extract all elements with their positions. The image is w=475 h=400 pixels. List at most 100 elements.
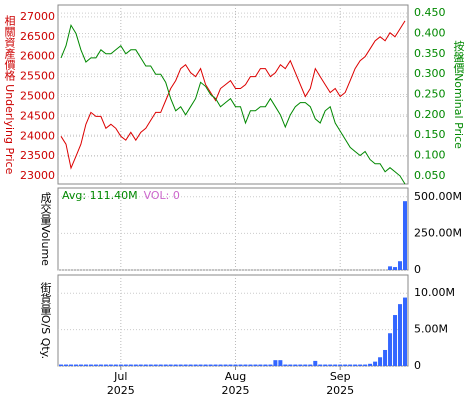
bar bbox=[208, 364, 213, 366]
bar bbox=[378, 357, 383, 366]
y-tick-label: 23000 bbox=[20, 169, 55, 182]
y-tick-label: 0.450 bbox=[414, 6, 446, 19]
bar bbox=[403, 297, 407, 366]
y-tick-label: 0.300 bbox=[414, 67, 446, 80]
bar bbox=[403, 201, 407, 270]
bar bbox=[368, 363, 373, 366]
bar bbox=[183, 364, 188, 366]
bar bbox=[348, 364, 353, 366]
y2-axis-title: 按盤價Nominal Price bbox=[452, 39, 465, 149]
bar bbox=[63, 364, 68, 366]
bar bbox=[398, 304, 403, 366]
x-tick-label: Jul bbox=[113, 370, 127, 383]
x-tick-label: 2025 bbox=[326, 384, 354, 397]
bar bbox=[278, 360, 283, 366]
bar bbox=[223, 364, 228, 366]
y-tick-label: 25000 bbox=[20, 89, 55, 102]
x-tick-label: Sep bbox=[330, 370, 351, 383]
bar bbox=[383, 349, 388, 366]
bar bbox=[318, 364, 323, 366]
bar bbox=[193, 364, 198, 366]
bar bbox=[163, 364, 168, 366]
bar bbox=[313, 360, 318, 366]
bar bbox=[353, 364, 358, 366]
bar bbox=[288, 364, 293, 366]
bar bbox=[108, 364, 113, 366]
bar bbox=[103, 364, 108, 366]
annotation: Avg: 111.40M bbox=[62, 189, 138, 202]
y-tick-label: 5.00M bbox=[414, 323, 448, 336]
y-tick-label: 250.00M bbox=[414, 226, 462, 239]
bar bbox=[68, 364, 73, 366]
bar bbox=[293, 364, 298, 366]
line bbox=[60, 20, 406, 170]
y-tick-label: 26500 bbox=[20, 30, 55, 43]
bar bbox=[198, 364, 203, 366]
bar bbox=[158, 364, 163, 366]
x-tick-label: 2025 bbox=[221, 384, 249, 397]
bar bbox=[173, 364, 178, 366]
y-tick-label: 26000 bbox=[20, 50, 55, 63]
bar bbox=[248, 364, 253, 366]
bar bbox=[98, 364, 103, 366]
bar bbox=[258, 364, 263, 366]
bar bbox=[263, 364, 268, 366]
y-axis-title: 街貨量O/S Qty. bbox=[39, 281, 52, 360]
y-tick-label: 0.350 bbox=[414, 47, 446, 60]
y-tick-label: 0 bbox=[414, 263, 421, 276]
bar bbox=[123, 364, 128, 366]
y-axis-title: 相關資產價格 Underlying Price bbox=[3, 14, 16, 174]
y-tick-label: 500.00M bbox=[414, 190, 462, 203]
bar bbox=[59, 364, 63, 366]
bar bbox=[388, 266, 393, 270]
bar bbox=[203, 364, 208, 366]
bar bbox=[338, 364, 343, 366]
bar bbox=[268, 364, 273, 366]
bar bbox=[178, 364, 183, 366]
bar bbox=[323, 364, 328, 366]
x-tick-label: Aug bbox=[225, 370, 246, 383]
y-tick-label: 0.250 bbox=[414, 88, 446, 101]
bar bbox=[303, 364, 308, 366]
bar bbox=[83, 364, 88, 366]
x-tick-label: 2025 bbox=[107, 384, 135, 397]
y-tick-label: 0 bbox=[414, 359, 421, 372]
y-tick-label: 0.200 bbox=[414, 108, 446, 121]
bar bbox=[373, 361, 378, 366]
bar bbox=[358, 364, 363, 366]
bar bbox=[78, 364, 83, 366]
y-tick-label: 24000 bbox=[20, 129, 55, 142]
bar bbox=[218, 364, 223, 366]
bar bbox=[253, 364, 258, 366]
bar bbox=[93, 364, 98, 366]
y-tick-label: 25500 bbox=[20, 70, 55, 83]
y-tick-label: 0.050 bbox=[414, 169, 446, 182]
y-tick-label: 0.400 bbox=[414, 26, 446, 39]
bar bbox=[243, 364, 248, 366]
bar bbox=[148, 364, 153, 366]
bar bbox=[393, 267, 398, 270]
panel-frame bbox=[57, 274, 409, 367]
y-tick-label: 23500 bbox=[20, 149, 55, 162]
bar bbox=[363, 364, 368, 366]
bar bbox=[118, 364, 123, 366]
bar bbox=[143, 364, 148, 366]
bar bbox=[273, 360, 278, 366]
y-tick-label: 10.00M bbox=[414, 286, 455, 299]
bar bbox=[133, 364, 138, 366]
bar bbox=[393, 315, 398, 366]
line bbox=[60, 24, 406, 185]
bar bbox=[298, 364, 303, 366]
bar bbox=[88, 364, 93, 366]
bar bbox=[398, 261, 403, 270]
bar bbox=[388, 333, 393, 366]
bar bbox=[343, 364, 348, 366]
bar bbox=[213, 364, 218, 366]
y-axis-title: 成交量Volume bbox=[39, 192, 52, 266]
bar bbox=[168, 364, 173, 366]
bar bbox=[188, 364, 193, 366]
bar bbox=[138, 364, 143, 366]
bar bbox=[73, 364, 78, 366]
annotation: VOL: 0 bbox=[144, 189, 180, 202]
